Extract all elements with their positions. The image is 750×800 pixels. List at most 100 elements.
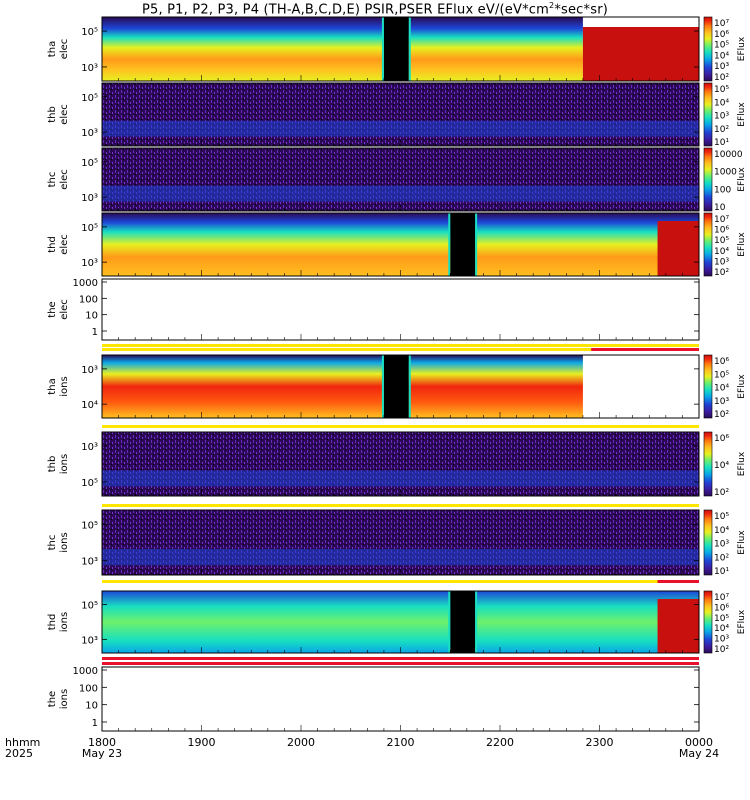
x-tick-label: 2300	[586, 736, 614, 749]
panel-ylabel: elec	[59, 39, 70, 60]
spectrogram-band	[102, 549, 699, 566]
panel-ylabel: elec	[59, 299, 70, 320]
data-gap-edge	[381, 355, 384, 418]
colorbar-tick-label: 10⁵	[714, 41, 729, 51]
spectrogram-saturated	[657, 599, 699, 653]
colorbar-tick-label: 10⁴	[714, 384, 729, 394]
status-flag-bar	[102, 657, 699, 660]
y-tick-label: 10³	[81, 128, 98, 139]
y-tick-label: 1000	[73, 278, 98, 289]
y-tick-label: 10³	[81, 635, 98, 646]
x-tick-label: 2000	[287, 736, 315, 749]
colorbar-tick-label: 10³	[714, 62, 729, 72]
y-tick-label: 10³	[81, 63, 98, 74]
x-axis-row1-label: hhmm	[5, 736, 40, 749]
panel-ylabel: ions	[59, 532, 70, 552]
spectrogram-band	[102, 470, 699, 487]
status-flag-bar	[102, 348, 699, 351]
y-tick-label: 10⁵	[81, 520, 98, 531]
data-gap	[383, 17, 409, 81]
data-gap-edge	[475, 591, 478, 653]
panel-ylabel: ions	[59, 376, 70, 396]
spectrogram-saturated	[657, 221, 699, 276]
y-tick-label: 100	[79, 294, 98, 305]
colorbar	[703, 147, 713, 212]
colorbar-tick-label: 10⁶	[714, 226, 729, 236]
panel-ylabel: elec	[59, 234, 70, 255]
y-tick-label: 10⁵	[81, 158, 98, 169]
y-tick-label: 10⁵	[81, 601, 98, 612]
colorbar-tick-label: 10⁵	[714, 370, 729, 380]
panel-ylabel: elec	[59, 169, 70, 190]
x-tick-label: 2100	[387, 736, 415, 749]
colorbar-label: EFlux	[737, 167, 747, 192]
colorbar-tick-label: 10⁶	[714, 434, 729, 444]
colorbar-tick-label: 10³	[714, 112, 729, 122]
colorbar	[703, 431, 713, 497]
colorbar-tick-label: 10⁴	[714, 526, 729, 536]
y-tick-label: 10³	[81, 365, 98, 376]
panel-ylabel: thb	[47, 106, 58, 123]
y-tick-label: 1	[92, 327, 98, 338]
colorbar-label: EFlux	[737, 609, 747, 634]
colorbar-tick-label: 10000	[714, 150, 743, 160]
spectrogram-saturated	[582, 27, 699, 81]
panel-thb-elec: thb elec 10⁵ 10⁴ 10³ 10² 10¹ EFlux 10⁵ 10³	[47, 82, 747, 148]
panel-thb-ions: thb ions 10⁶ 10⁴ 10² EFlux 10³ 10⁵	[47, 431, 747, 498]
colorbar-tick-label: 10²	[714, 268, 729, 278]
panel-ylabel: ions	[59, 612, 70, 632]
colorbar-tick-label: 10	[714, 203, 726, 213]
panel-thc-ions: thc ions 10⁵ 10⁴ 10³ 10² 10¹ EFlux 10⁵ 10³	[47, 509, 747, 577]
x-tick-label: 1900	[188, 736, 216, 749]
panel-ylabel: tha	[47, 41, 58, 57]
data-gap	[450, 213, 476, 276]
status-flag-bar-red	[657, 580, 699, 583]
colorbar	[703, 509, 713, 576]
panel-ylabel: the	[47, 691, 58, 707]
colorbar-tick-label: 10³	[714, 397, 729, 407]
status-flag-bar-red	[591, 348, 699, 351]
y-tick-label: 10³	[81, 557, 98, 568]
panel-ylabel: thd	[47, 236, 58, 253]
colorbar-label: EFlux	[737, 374, 747, 399]
spectrogram	[102, 17, 583, 81]
colorbar-tick-label: 10⁵	[714, 512, 729, 522]
colorbar	[703, 212, 713, 277]
x-axis: hhmm 2025 1800 1900 2000 2100 2200 2300 …	[5, 736, 719, 760]
colorbar-tick-label: 10⁶	[714, 603, 729, 613]
colorbar-tick-label: 10²	[714, 73, 729, 83]
panel-frame	[101, 278, 700, 341]
chart-title: P5, P1, P2, P3, P4 (TH-A,B,C,D,E) PSIR,P…	[141, 1, 609, 18]
data-gap-edge	[408, 355, 411, 418]
spectrogram-band	[102, 120, 699, 137]
colorbar-tick-label: 10¹	[714, 138, 729, 148]
colorbar-tick-label: 10⁶	[714, 357, 729, 367]
y-tick-label: 100	[79, 683, 98, 694]
x-tick-label: 0000	[685, 736, 713, 749]
data-gap-edge	[448, 591, 451, 653]
y-tick-label: 10³	[81, 193, 98, 204]
colorbar-tick-label: 10⁶	[714, 30, 729, 40]
colorbar-label: EFlux	[737, 451, 747, 476]
panel-ylabel: thc	[47, 535, 58, 551]
y-tick-label: 10⁵	[81, 27, 98, 38]
panel-thc-elec: thc elec 10000 1000 100 10 EFlux 10⁵ 10³	[47, 147, 747, 213]
colorbar-tick-label: 10⁴	[714, 461, 729, 471]
status-flag-bar	[102, 580, 699, 583]
colorbar-tick-label: 10⁴	[714, 247, 729, 257]
colorbar-tick-label: 10³	[714, 635, 729, 645]
colorbar-tick-label: 10³	[714, 257, 729, 267]
colorbar-tick-label: 10⁷	[714, 593, 729, 603]
data-gap-edge	[408, 17, 411, 81]
colorbar-label: EFlux	[737, 530, 747, 555]
colorbar-tick-label: 10²	[714, 488, 729, 498]
status-flag-bar	[102, 662, 699, 665]
y-tick-label: 10	[85, 311, 98, 322]
panel-tha-ions: tha ions 10⁶ 10⁵ 10⁴ 10³ 10² EFlux 10³ 10⁴	[47, 354, 747, 420]
x-tick-label: 2200	[486, 736, 514, 749]
